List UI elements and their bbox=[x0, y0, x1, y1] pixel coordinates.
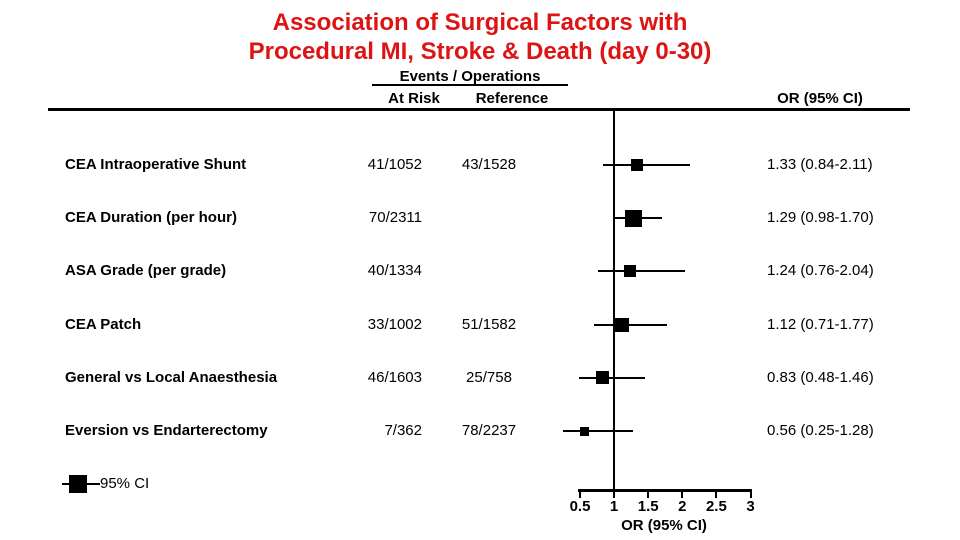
axis-tick bbox=[749, 492, 752, 498]
axis-tick bbox=[613, 492, 616, 498]
header-divider-line bbox=[48, 108, 910, 111]
ci-line bbox=[562, 430, 634, 432]
slide-title-line2: Procedural MI, Stroke & Death (day 0-30) bbox=[248, 38, 712, 65]
legend-square-marker bbox=[69, 475, 87, 493]
row-label: Eversion vs Endarterectomy bbox=[65, 422, 268, 439]
row-or-ci-value: 1.12 (0.71-1.77) bbox=[767, 315, 874, 333]
reference-column-header: Reference bbox=[475, 90, 549, 107]
axis-tick-label: 1 bbox=[609, 498, 619, 515]
axis-tick bbox=[579, 492, 581, 498]
row-or-ci-value: 1.24 (0.76-2.04) bbox=[767, 262, 874, 280]
row-reference-value: 43/1528 bbox=[461, 156, 517, 173]
or-point-square bbox=[630, 159, 643, 171]
row-at-risk-value: 70/2311 bbox=[368, 209, 422, 227]
row-label: CEA Intraoperative Shunt bbox=[65, 156, 247, 173]
row-label: General vs Local Anaesthesia bbox=[65, 368, 278, 386]
events-operations-header: Events / Operations bbox=[399, 68, 541, 85]
ci-line bbox=[594, 323, 667, 326]
axis-tick bbox=[681, 492, 684, 498]
or-point-square bbox=[596, 371, 609, 385]
or-point-square bbox=[625, 209, 643, 227]
axis-tick bbox=[647, 492, 650, 498]
axis-tick-label: 3 bbox=[746, 498, 755, 515]
slide-title-line1: Association of Surgical Factors with bbox=[272, 9, 688, 36]
row-at-risk-value: 33/1002 bbox=[367, 315, 422, 333]
x-axis-label: OR (95% CI) bbox=[621, 517, 707, 534]
row-reference-value: 78/2237 bbox=[461, 422, 517, 439]
axis-tick-label: 2.5 bbox=[705, 498, 727, 515]
axis-tick bbox=[715, 492, 718, 498]
row-or-ci-value: 1.33 (0.84-2.11) bbox=[767, 156, 873, 173]
or-reference-line bbox=[613, 111, 616, 490]
row-or-ci-value: 0.56 (0.25-1.28) bbox=[767, 422, 874, 439]
legend-label: 95% CI bbox=[100, 475, 150, 492]
or-ci-column-header: OR (95% CI) bbox=[777, 90, 863, 107]
ci-line bbox=[597, 270, 685, 273]
ci-line bbox=[603, 164, 690, 166]
row-label: CEA Duration (per hour) bbox=[65, 209, 237, 227]
row-label: CEA Patch bbox=[65, 315, 142, 333]
row-reference-value: 51/1582 bbox=[461, 315, 517, 333]
axis-tick-label: 2 bbox=[678, 498, 687, 515]
row-at-risk-value: 41/1052 bbox=[367, 156, 422, 173]
or-point-square bbox=[579, 426, 589, 436]
row-or-ci-value: 0.83 (0.48-1.46) bbox=[767, 368, 874, 386]
ci-line bbox=[578, 376, 646, 379]
x-axis-line bbox=[578, 489, 752, 492]
row-at-risk-value: 46/1603 bbox=[367, 368, 422, 386]
row-at-risk-value: 7/362 bbox=[384, 422, 422, 439]
row-or-ci-value: 1.29 (0.98-1.70) bbox=[767, 209, 874, 227]
axis-tick-label: 0.5 bbox=[569, 498, 591, 515]
row-reference-value: 25/758 bbox=[466, 368, 512, 386]
or-point-square bbox=[615, 317, 630, 332]
at-risk-column-header: At Risk bbox=[388, 90, 440, 107]
events-operations-underline bbox=[372, 84, 568, 86]
slide-title: Association of Surgical Factors with Pro… bbox=[0, 8, 960, 66]
row-at-risk-value: 40/1334 bbox=[367, 262, 422, 280]
axis-tick-label: 1.5 bbox=[637, 498, 659, 515]
or-point-square bbox=[624, 265, 637, 278]
row-label: ASA Grade (per grade) bbox=[65, 262, 227, 280]
